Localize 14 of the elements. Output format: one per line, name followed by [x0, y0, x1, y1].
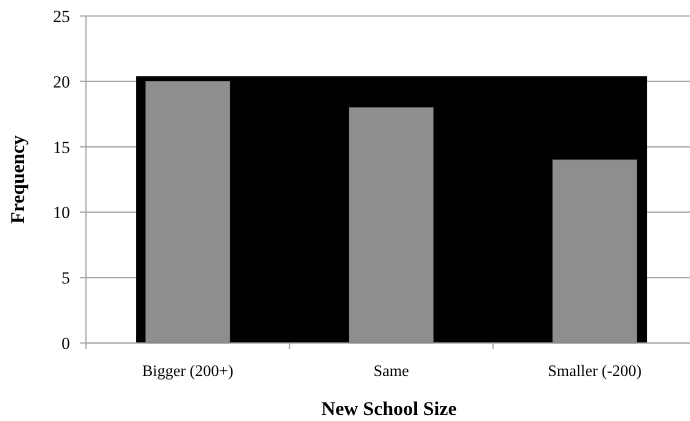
y-tick-label: 25: [53, 6, 70, 26]
y-tick-label: 15: [53, 138, 70, 157]
y-tick-label: 20: [53, 72, 70, 92]
y-tick-label: 10: [53, 203, 70, 222]
x-tick-label: Same: [373, 363, 410, 380]
y-tick-label: 5: [62, 268, 70, 288]
bar: [145, 81, 230, 344]
bar: [348, 107, 434, 344]
x-axis-title: New School Size: [321, 399, 458, 420]
y-tick-label: 0: [62, 334, 70, 353]
y-axis-title: Frequency: [8, 135, 29, 224]
x-tick-label: Smaller (-200): [548, 363, 642, 380]
x-tick-label: Bigger (200+): [142, 363, 234, 380]
bar: [552, 160, 638, 344]
